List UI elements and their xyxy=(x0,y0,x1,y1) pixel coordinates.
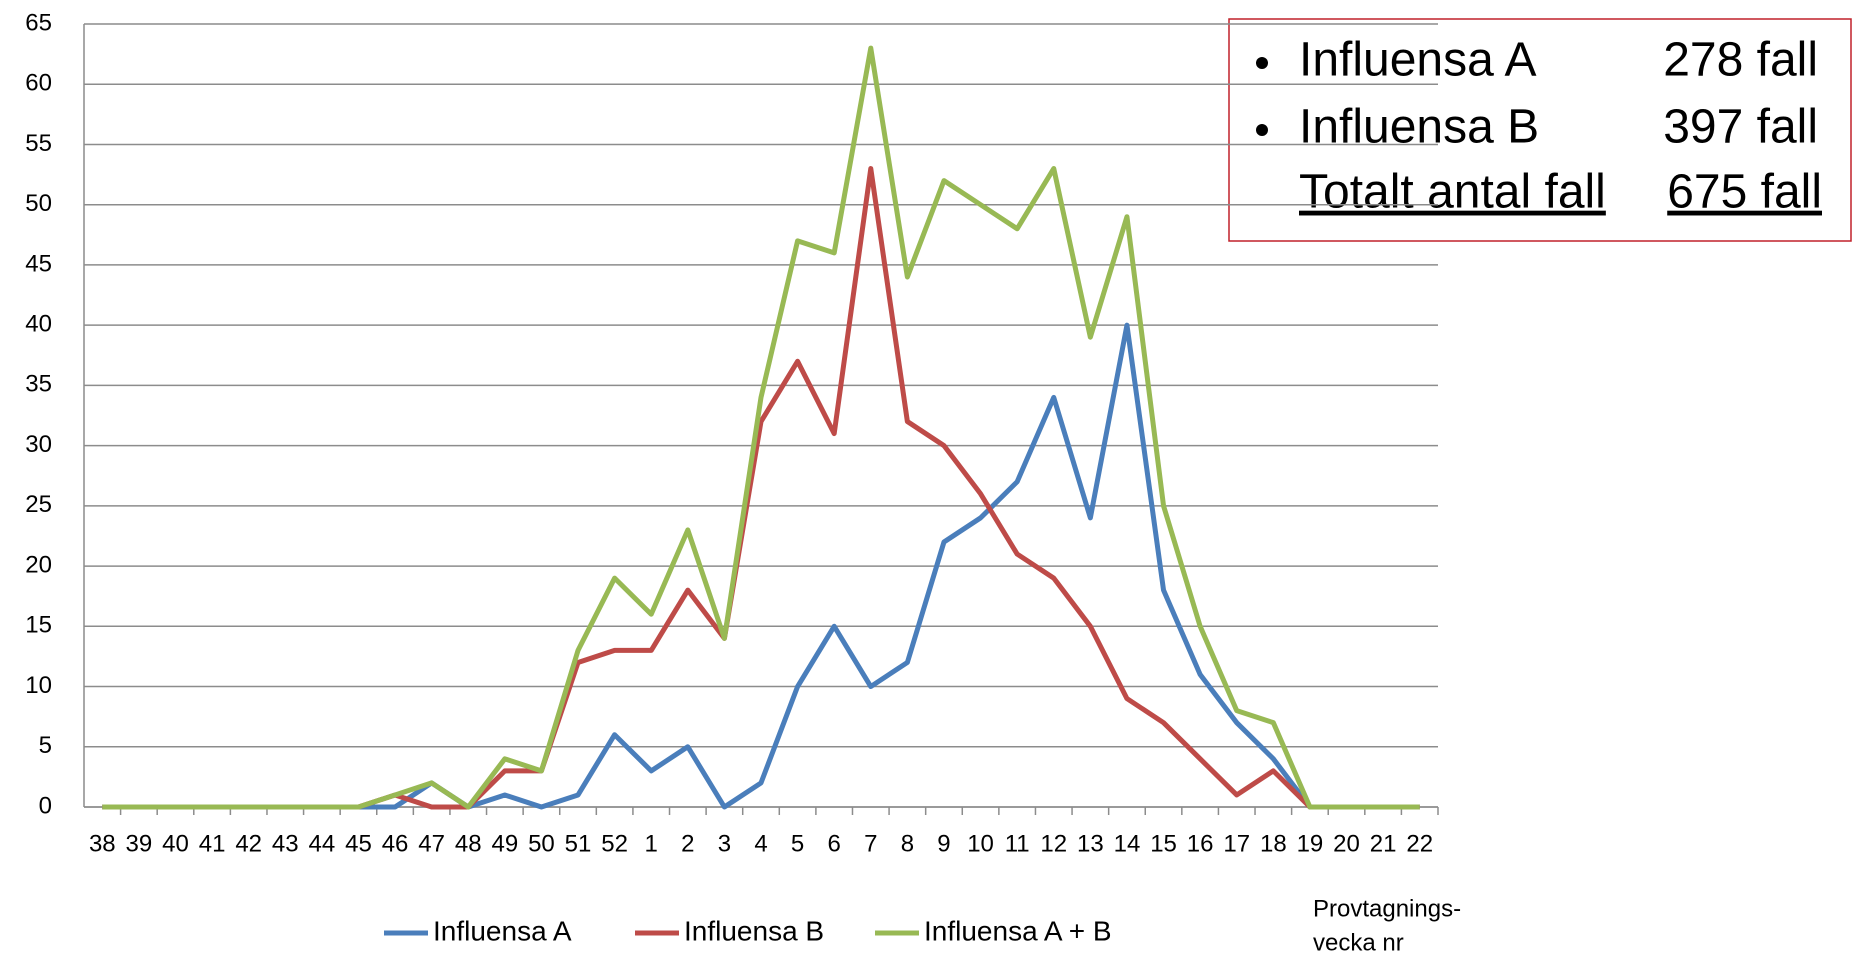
y-tick-label: 30 xyxy=(25,431,52,458)
y-tick-label: 0 xyxy=(39,792,52,819)
x-tick-label: 50 xyxy=(528,830,555,857)
x-tick-label: 39 xyxy=(126,830,153,857)
legend-label: Influensa A + B xyxy=(924,915,1112,946)
x-tick-label: 15 xyxy=(1150,830,1177,857)
bullet xyxy=(1256,57,1268,69)
x-tick-label: 38 xyxy=(89,830,116,857)
x-tick-label: 6 xyxy=(828,830,841,857)
y-tick-label: 40 xyxy=(25,310,52,337)
x-tick-label: 40 xyxy=(162,830,189,857)
x-tick-label: 18 xyxy=(1260,830,1287,857)
annotation-total-value: 675 fall xyxy=(1667,166,1822,219)
x-tick-label: 9 xyxy=(937,830,950,857)
x-tick-label: 19 xyxy=(1297,830,1324,857)
y-tick-label: 25 xyxy=(25,491,52,518)
x-tick-label: 45 xyxy=(345,830,372,857)
x-tick-label: 42 xyxy=(235,830,262,857)
x-tick-label: 48 xyxy=(455,830,482,857)
x-tick-label: 1 xyxy=(645,830,658,857)
annotation-value: 397 fall xyxy=(1663,101,1818,154)
x-tick-label: 14 xyxy=(1114,830,1141,857)
y-tick-label: 50 xyxy=(25,190,52,217)
x-tick-label: 13 xyxy=(1077,830,1104,857)
y-tick-label: 45 xyxy=(25,250,52,277)
y-tick-label: 10 xyxy=(25,672,52,699)
x-tick-label: 49 xyxy=(491,830,518,857)
x-tick-label: 4 xyxy=(754,830,767,857)
y-tick-label: 35 xyxy=(25,371,52,398)
x-tick-label: 52 xyxy=(601,830,628,857)
y-tick-label: 65 xyxy=(25,9,52,36)
x-tick-label: 5 xyxy=(791,830,804,857)
x-tick-label: 51 xyxy=(565,830,592,857)
annotation-total-label: Totalt antal fall xyxy=(1299,166,1606,219)
legend-label: Influensa A xyxy=(433,915,572,946)
legend-label: Influensa B xyxy=(684,915,824,946)
x-tick-label: 7 xyxy=(864,830,877,857)
x-tick-label: 20 xyxy=(1333,830,1360,857)
annotation-value: 278 fall xyxy=(1663,34,1818,87)
x-tick-label: 21 xyxy=(1370,830,1397,857)
x-tick-label: 10 xyxy=(967,830,994,857)
bullet xyxy=(1256,124,1268,136)
x-tick-label: 12 xyxy=(1040,830,1067,857)
x-tick-label: 22 xyxy=(1406,830,1433,857)
x-tick-label: 3 xyxy=(718,830,731,857)
y-tick-label: 15 xyxy=(25,612,52,639)
y-tick-label: 20 xyxy=(25,551,52,578)
x-tick-label: 46 xyxy=(382,830,409,857)
x-tick-label: 47 xyxy=(418,830,445,857)
series-line xyxy=(102,45,1420,810)
x-tick-label: 17 xyxy=(1223,830,1250,857)
y-tick-label: 5 xyxy=(39,732,52,759)
annotation-label: Influensa A xyxy=(1299,34,1537,87)
x-tick-label: 44 xyxy=(309,830,336,857)
x-tick-label: 8 xyxy=(901,830,914,857)
y-tick-label: 55 xyxy=(25,130,52,157)
x-axis-label: vecka nr xyxy=(1313,929,1404,956)
y-tick-label: 60 xyxy=(25,70,52,97)
x-tick-label: 11 xyxy=(1005,830,1030,857)
x-tick-label: 2 xyxy=(681,830,694,857)
x-axis-label: Provtagnings- xyxy=(1313,895,1461,922)
annotation-label: Influensa B xyxy=(1299,101,1539,154)
x-tick-label: 16 xyxy=(1187,830,1214,857)
x-tick-label: 41 xyxy=(199,830,226,857)
x-tick-label: 43 xyxy=(272,830,299,857)
